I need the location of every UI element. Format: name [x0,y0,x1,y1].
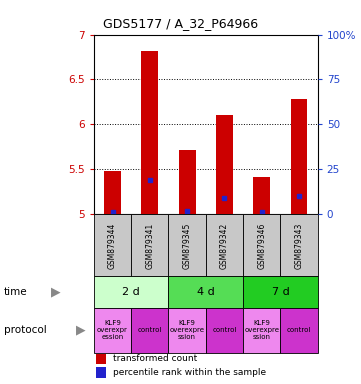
Bar [131,214,169,276]
Text: control: control [138,327,162,333]
Bar [253,177,270,214]
Bar [280,308,318,353]
Text: ▶: ▶ [77,324,86,336]
Text: control: control [212,327,236,333]
Bar [169,308,206,353]
Text: KLF9
overexpre
ssion: KLF9 overexpre ssion [244,320,279,340]
Text: protocol: protocol [4,325,46,335]
Text: ▶: ▶ [51,286,61,298]
Bar [169,276,243,308]
Bar [94,308,131,353]
Text: GSM879342: GSM879342 [220,222,229,268]
Bar [131,308,169,353]
Bar [96,354,106,364]
Text: 2 d: 2 d [122,287,140,297]
Bar [291,99,308,214]
Text: GSM879346: GSM879346 [257,222,266,268]
Bar [243,276,318,308]
Bar [216,116,233,214]
Bar [104,171,121,214]
Bar [243,214,280,276]
Text: GSM879343: GSM879343 [295,222,304,268]
Bar [94,214,131,276]
Bar [142,51,158,214]
Text: control: control [287,327,311,333]
Text: time: time [4,287,27,297]
Bar [94,276,169,308]
Bar [243,308,280,353]
Text: GDS5177 / A_32_P64966: GDS5177 / A_32_P64966 [103,17,258,30]
Text: GSM879345: GSM879345 [183,222,192,268]
Text: GSM879344: GSM879344 [108,222,117,268]
Bar [206,308,243,353]
Bar [206,214,243,276]
Text: GSM879341: GSM879341 [145,222,154,268]
Text: 7 d: 7 d [271,287,289,297]
Bar [280,214,318,276]
Bar [169,214,206,276]
Bar [179,150,196,214]
Text: KLF9
overexpr
ession: KLF9 overexpr ession [97,320,128,340]
Text: 4 d: 4 d [197,287,215,297]
Text: percentile rank within the sample: percentile rank within the sample [113,368,266,377]
Bar [96,367,106,378]
Text: transformed count: transformed count [113,354,197,363]
Text: KLF9
overexpre
ssion: KLF9 overexpre ssion [170,320,205,340]
